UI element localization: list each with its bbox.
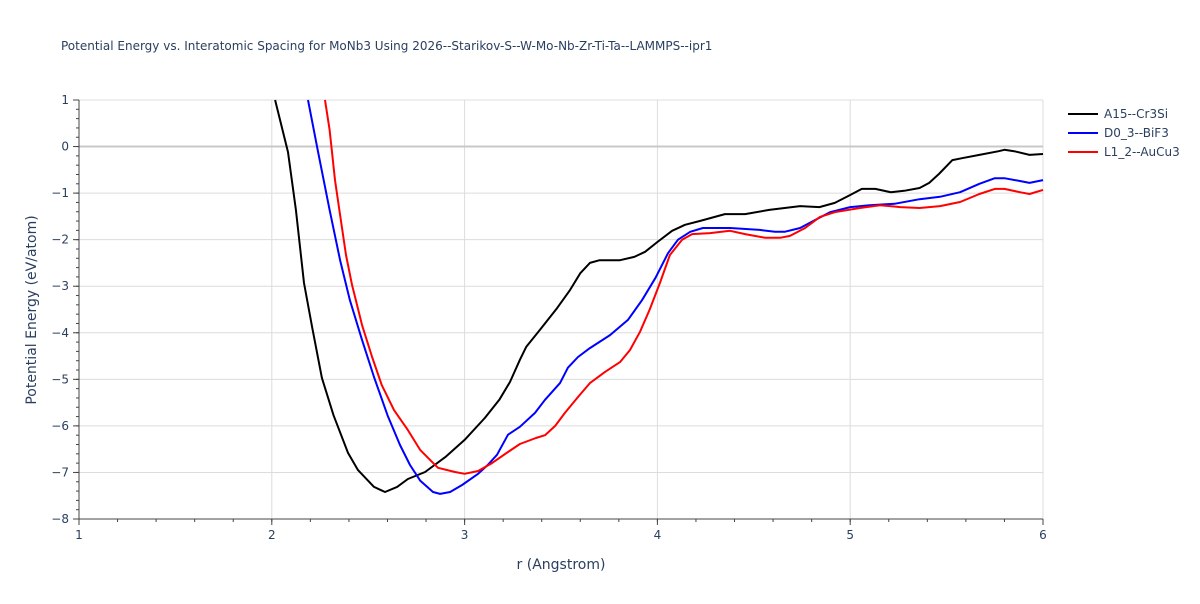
y-tick-label: −4	[51, 326, 69, 340]
y-axis-label: Potential Energy (eV/atom)	[24, 215, 40, 404]
legend-item[interactable]: L1_2--AuCu3	[1068, 145, 1180, 159]
chart-title: Potential Energy vs. Interatomic Spacing…	[61, 39, 712, 53]
x-tick-label: 6	[1039, 528, 1047, 542]
x-tick-label: 4	[654, 528, 662, 542]
y-tick-label: −6	[51, 419, 69, 433]
y-tick-label: 1	[61, 93, 69, 107]
y-tick-label: −2	[51, 233, 69, 247]
series-line-D0_3--BiF3	[307, 99, 1044, 495]
x-tick-label: 5	[846, 528, 854, 542]
legend-label: A15--Cr3Si	[1104, 107, 1168, 121]
legend-label: D0_3--BiF3	[1104, 126, 1169, 140]
series-line-A15--Cr3Si	[274, 99, 1044, 493]
legend-label: L1_2--AuCu3	[1104, 145, 1180, 159]
y-tick-label: 0	[61, 140, 69, 154]
ticks: 1 2 3 4 5 6 1 0 −1 −2 −3 −4 −5 −6 −7 −8	[51, 93, 1047, 542]
legend-item[interactable]: D0_3--BiF3	[1068, 126, 1169, 140]
x-tick-label: 3	[461, 528, 469, 542]
y-tick-label: −3	[51, 279, 69, 293]
y-tick-label: −1	[51, 186, 69, 200]
y-tick-label: −5	[51, 372, 69, 386]
series-lines	[274, 99, 1044, 495]
grid	[79, 99, 1044, 520]
y-tick-label: −8	[51, 512, 69, 526]
x-tick-label: 1	[75, 528, 83, 542]
series-line-L1_2--AuCu3	[324, 99, 1044, 475]
x-axis-label: r (Angstrom)	[517, 557, 606, 573]
legend[interactable]: A15--Cr3Si D0_3--BiF3 L1_2--AuCu3	[1068, 107, 1180, 159]
legend-item[interactable]: A15--Cr3Si	[1068, 107, 1168, 121]
y-tick-label: −7	[51, 465, 69, 479]
x-tick-label: 2	[268, 528, 276, 542]
